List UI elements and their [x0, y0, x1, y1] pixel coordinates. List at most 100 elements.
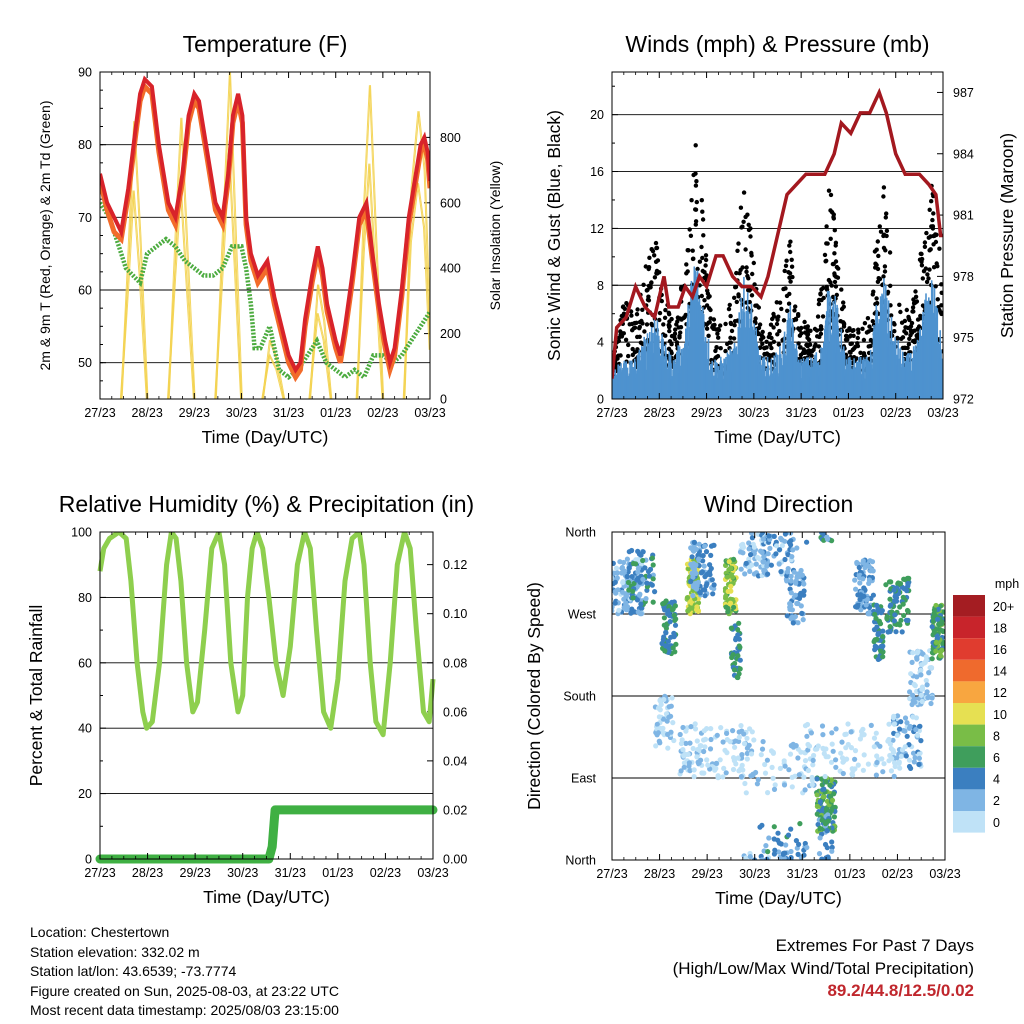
direction-point	[707, 766, 713, 772]
gust-point	[805, 335, 810, 340]
direction-point	[717, 757, 723, 763]
gust-point	[881, 274, 886, 279]
gust-point	[920, 303, 926, 308]
gust-point	[704, 326, 710, 331]
direction-point	[814, 803, 821, 810]
legend-label: 16	[993, 643, 1007, 657]
gust-point	[774, 321, 780, 327]
x-tick-label: 02/23	[370, 866, 401, 880]
gust-point	[753, 303, 758, 308]
direction-point	[760, 559, 766, 565]
direction-point	[704, 581, 710, 587]
direction-point	[761, 567, 767, 573]
direction-point	[902, 744, 908, 750]
gust-point	[907, 336, 912, 341]
direction-point	[878, 648, 884, 654]
y-tick-label: West	[568, 608, 597, 622]
direction-point	[664, 718, 670, 724]
direction-point	[670, 645, 676, 651]
gust-point	[708, 316, 713, 321]
direction-point	[705, 762, 711, 768]
direction-point	[873, 730, 879, 736]
direction-point	[736, 738, 742, 745]
direction-point	[917, 723, 923, 729]
direction-point	[827, 782, 833, 788]
direction-point	[765, 551, 771, 557]
gust-point	[737, 271, 742, 276]
gust-point	[861, 337, 867, 343]
direction-point	[823, 754, 829, 760]
direction-point	[751, 737, 757, 743]
direction-point	[707, 746, 714, 752]
direction-point	[891, 587, 897, 593]
gust-point	[672, 336, 678, 342]
direction-point	[726, 559, 732, 565]
direction-point	[879, 608, 885, 614]
direction-point	[816, 851, 823, 857]
direction-point	[731, 667, 738, 673]
direction-point	[800, 617, 806, 623]
gust-point	[762, 346, 767, 351]
gust-point	[741, 190, 747, 195]
direction-point	[749, 535, 756, 541]
direction-point	[686, 606, 692, 612]
gust-point	[841, 304, 846, 309]
gust-point	[815, 334, 820, 339]
gust-point	[743, 247, 748, 252]
direction-point	[762, 761, 768, 768]
gust-point	[883, 215, 888, 220]
gust-point	[797, 333, 803, 338]
direction-point	[933, 602, 939, 609]
wind-pressure-chart: Winds (mph) & Pressure (mb) 0 4 8 12 16 20 972 9…	[544, 31, 1017, 447]
direction-point	[791, 569, 797, 575]
gust-point	[833, 284, 839, 289]
x-tick-label: 28/23	[132, 406, 163, 420]
gust-point	[693, 219, 699, 224]
direction-point	[727, 739, 733, 745]
direction-point	[852, 756, 858, 762]
direction-point	[661, 696, 667, 703]
direction-point	[895, 713, 901, 719]
direction-point	[683, 740, 689, 747]
x-tick-label: 02/23	[882, 867, 913, 881]
direction-point	[936, 621, 942, 627]
direction-point	[724, 574, 731, 580]
direction-point	[656, 714, 663, 720]
gust-point	[642, 329, 647, 334]
gust-point	[684, 262, 689, 267]
gust-point	[868, 337, 874, 343]
gust-point	[645, 297, 651, 302]
created-text: Figure created on Sun, 2025-08-03, at 23…	[30, 982, 339, 999]
direction-point	[788, 573, 794, 579]
gust-point	[707, 320, 712, 325]
gust-point	[809, 349, 814, 354]
gust-point	[823, 259, 828, 264]
gust-point	[756, 305, 761, 310]
direction-point	[928, 700, 934, 707]
legend-label: 10	[993, 708, 1007, 722]
gust-point	[699, 198, 704, 203]
gust-point	[825, 241, 830, 246]
y-axis-label: Sonic Wind & Gust (Blue, Black)	[544, 110, 564, 361]
direction-point	[735, 653, 741, 659]
gust-point	[701, 233, 706, 238]
recent-text: Most recent data timestamp: 2025/08/03 2…	[30, 1002, 339, 1019]
gust-point	[822, 252, 828, 258]
direction-point	[738, 566, 744, 572]
gust-point	[647, 255, 652, 260]
direction-point	[916, 751, 922, 757]
y-right-tick-label: 972	[953, 393, 974, 407]
direction-point	[672, 649, 678, 655]
direction-point	[758, 752, 764, 758]
y-tick-label: 60	[78, 284, 92, 298]
direction-point	[810, 757, 816, 764]
gust-point	[777, 328, 782, 334]
gust-point	[779, 306, 784, 312]
direction-point	[887, 624, 893, 630]
gust-point	[746, 288, 751, 293]
station-info: Location: Chestertown Station elevation:…	[30, 923, 339, 1021]
gust-point	[746, 276, 751, 281]
direction-point	[663, 629, 669, 635]
gust-point	[649, 280, 654, 285]
gust-point	[774, 300, 779, 305]
